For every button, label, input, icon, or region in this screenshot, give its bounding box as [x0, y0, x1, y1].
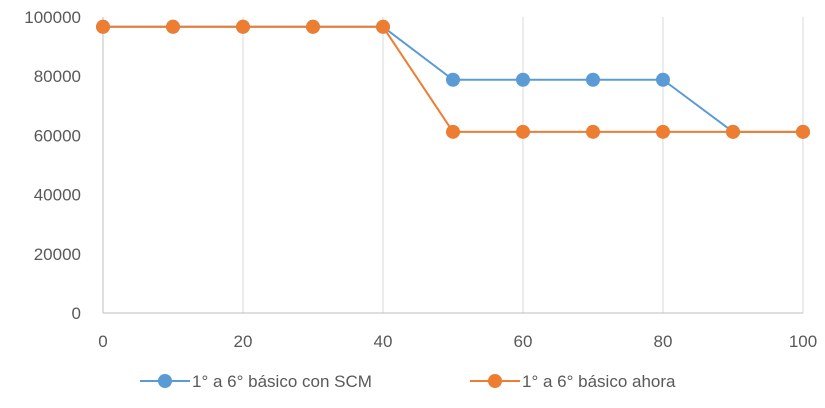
y-tick-label: 0 [72, 304, 81, 323]
legend-label: 1° a 6° básico con SCM [192, 372, 372, 391]
data-point [656, 72, 670, 87]
series-0 [96, 19, 810, 139]
grid [102, 17, 804, 313]
data-point [96, 19, 110, 34]
x-tick-label: 80 [654, 332, 673, 351]
data-point [236, 19, 250, 34]
y-tick-label: 60000 [34, 126, 81, 145]
data-point [796, 124, 810, 139]
x-tick-label: 0 [98, 332, 107, 351]
x-tick-label: 20 [234, 332, 253, 351]
data-point [516, 72, 530, 87]
data-point [656, 124, 670, 139]
data-point [306, 19, 320, 34]
y-tick-label: 40000 [34, 186, 81, 205]
x-tick-label: 40 [374, 332, 393, 351]
legend-item-0: 1° a 6° básico con SCM [140, 372, 372, 391]
data-point [586, 124, 600, 139]
legend-marker [158, 374, 172, 388]
data-point [726, 124, 740, 139]
legend-item-1: 1° a 6° básico ahora [470, 372, 676, 391]
x-tick-label: 60 [514, 332, 533, 351]
legend: 1° a 6° básico con SCM 1° a 6° básico aho… [140, 372, 676, 391]
data-point [516, 124, 530, 139]
data-point [166, 19, 180, 34]
data-point [446, 124, 460, 139]
data-point [376, 19, 390, 34]
x-tick-label: 100 [789, 332, 817, 351]
data-point [446, 72, 460, 87]
y-tick-label: 100000 [24, 8, 81, 27]
legend-marker [488, 374, 502, 388]
y-tick-label: 20000 [34, 245, 81, 264]
data-point [586, 72, 600, 87]
series-1 [96, 19, 810, 139]
legend-label: 1° a 6° básico ahora [522, 372, 676, 391]
axes: 0 20 40 60 80 100 0 20000 40000 60000 80000 100000 [24, 8, 817, 351]
series [96, 19, 810, 139]
y-tick-label: 80000 [34, 67, 81, 86]
